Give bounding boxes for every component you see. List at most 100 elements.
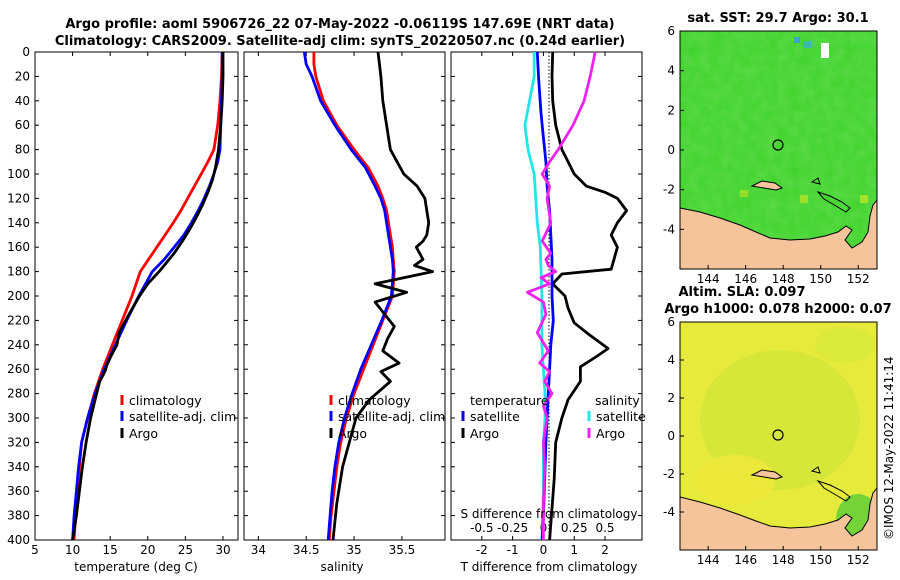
difference-series: [523, 52, 628, 540]
depth-tick-label: 0: [22, 45, 30, 59]
sst-cool-pixel: [803, 41, 811, 48]
map-lat-tick-label: 2: [667, 391, 675, 405]
s-difference-argo-line: [526, 52, 597, 540]
t-difference-x-tick-label: 1: [570, 543, 578, 557]
sst-island-manus: [750, 180, 784, 191]
map-lat-tick-label: 4: [667, 353, 675, 367]
t-difference-argo-line: [548, 52, 628, 540]
imos-timestamp: ©IMOS 12-May-2022 11:41:14: [882, 356, 896, 540]
depth-tick-label: 220: [7, 313, 30, 327]
map-lat-tick-label: 4: [667, 64, 675, 78]
sst-land-new-guinea: [680, 199, 877, 269]
map-lat-tick-label: 0: [667, 429, 675, 443]
t-difference-x-label: T difference from climatology: [460, 560, 638, 574]
legend-salinity-header: salinity: [595, 393, 640, 408]
t-difference-x-tick-label: -1: [507, 543, 519, 557]
legend-t-argo: Argo: [470, 426, 499, 441]
legend-s-satellite: satellite: [596, 409, 646, 424]
depth-axis-ticks: 0 20 40 60 80 100 120 140 160 180 200 220 240 260 280 3…: [7, 45, 642, 547]
salinity-axes: [243, 51, 446, 541]
figure-title-line2: Climatology: CARS2009. Satellite-adj cli…: [55, 34, 625, 49]
map-lon-tick-label: 146: [734, 272, 757, 286]
s-difference-satellite-line: [535, 52, 555, 540]
depth-tick-label: 300: [7, 411, 30, 425]
sst-warm-pixel: [860, 195, 868, 203]
sla-argo-position-marker: [772, 429, 784, 441]
sst-map-title: sat. SST: 29.7 Argo: 30.1: [687, 11, 868, 26]
depth-tick-label: 160: [7, 240, 30, 254]
map-lon-tick-label: 144: [697, 553, 720, 567]
sla-map-subtitle: Argo h1000: 0.078 h2000: 0.07: [664, 302, 891, 317]
map-lon-tick-label: 144: [697, 272, 720, 286]
s-difference-x-label: S difference from climatology: [461, 507, 638, 521]
s-difference-x-tick-label: -0.25: [497, 521, 528, 535]
legend-argo: Argo: [129, 426, 158, 441]
map-lat-tick-label: -4: [663, 222, 675, 236]
salinity-x-label: salinity: [320, 560, 363, 574]
sla-island-coast: [810, 466, 821, 474]
temperature-satellite-adj-line: [71, 52, 224, 540]
depth-tick-label: 400: [7, 533, 30, 547]
t-difference-x-tick-label: -2: [476, 543, 488, 557]
map-lon-tick-label: 152: [847, 553, 870, 567]
legend-temperature-header: temperature: [470, 393, 549, 408]
temperature-x-label: temperature (deg C): [74, 560, 197, 574]
map-lat-tick-label: 0: [667, 143, 675, 157]
temperature-x-tick-label: 25: [178, 543, 193, 557]
sst-map-ticks: 144 146 148 150 152 6 4 2 0 -2 -4: [663, 24, 870, 286]
sla-anomaly-patch: [815, 327, 875, 363]
depth-tick-label: 260: [7, 362, 30, 376]
salinity-x-tick-label: 34.5: [293, 543, 320, 557]
salinity-x-tick-label: 35.5: [389, 543, 416, 557]
depth-tick-label: 40: [15, 94, 30, 108]
legend-t-satellite: satellite: [470, 409, 520, 424]
map-lon-tick-label: 150: [809, 272, 832, 286]
s-difference-x-tick-label: 0.25: [561, 521, 588, 535]
map-lat-tick-label: 6: [667, 315, 675, 329]
sst-map-image: [680, 31, 877, 269]
temperature-series: [71, 52, 225, 540]
sst-island-coast: [816, 190, 851, 213]
map-lat-tick-label: -4: [663, 505, 675, 519]
temperature-x-tick-label: 30: [215, 543, 230, 557]
salinity-x-ticks: 34 34.5 35 35.5: [251, 52, 416, 557]
sla-island-coast: [816, 479, 851, 502]
temperature-x-tick-label: 10: [65, 543, 80, 557]
figure-title-line1: Argo profile: aoml 5906726_22 07-May-202…: [65, 17, 614, 32]
temperature-x-ticks: 5 10 15 20 25 30: [31, 52, 231, 557]
depth-tick-label: 380: [7, 509, 30, 523]
depth-tick-label: 240: [7, 338, 30, 352]
sla-anomaly-patch: [695, 455, 775, 505]
map-lat-tick-label: -2: [663, 183, 675, 197]
depth-tick-label: 280: [7, 387, 30, 401]
depth-tick-label: 320: [7, 435, 30, 449]
depth-tick-label: 180: [7, 265, 30, 279]
map-lat-tick-label: 6: [667, 24, 675, 38]
depth-tick-label: 20: [15, 69, 30, 83]
sst-missing-data: [821, 43, 829, 58]
temperature-argo-line: [71, 52, 225, 540]
sst-warm-pixel: [800, 195, 808, 203]
sla-map-image: [680, 322, 877, 550]
depth-tick-label: 360: [7, 484, 30, 498]
sst-cool-pixel: [794, 37, 800, 43]
legend-s-argo: Argo: [596, 426, 625, 441]
legend-argo: Argo: [338, 426, 367, 441]
legend-satellite: satellite-adj. clim: [338, 409, 445, 424]
temperature-legend: climatology satellite-adj. clim Argo: [120, 393, 236, 441]
map-lat-tick-label: 2: [667, 103, 675, 117]
sst-warm-pixel: [740, 190, 748, 197]
map-lon-tick-label: 146: [734, 553, 757, 567]
temperature-climatology-line: [72, 52, 224, 540]
difference-legend: temperature satellite Argo salinity sate…: [461, 393, 646, 441]
sla-island-manus: [750, 469, 784, 480]
temperature-x-tick-label: 15: [103, 543, 118, 557]
depth-tick-label: 140: [7, 216, 30, 230]
depth-tick-label: 200: [7, 289, 30, 303]
legend-climatology: climatology: [338, 393, 411, 408]
s-difference-x-tick-label: 0.5: [595, 521, 614, 535]
legend-satellite: satellite-adj. clim: [129, 409, 236, 424]
sla-map-title: Altim. SLA: 0.097: [679, 285, 806, 300]
sst-argo-position-marker: [772, 139, 784, 151]
